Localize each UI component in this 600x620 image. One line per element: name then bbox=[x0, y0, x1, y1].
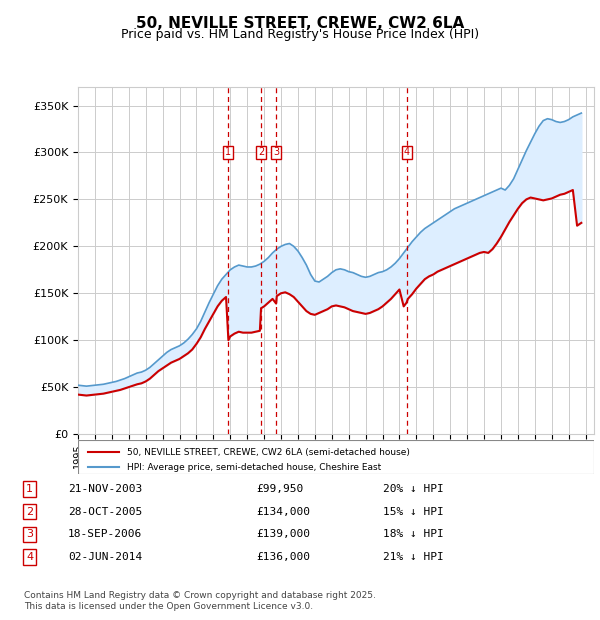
Text: 4: 4 bbox=[26, 552, 33, 562]
Text: 2: 2 bbox=[258, 148, 264, 157]
FancyBboxPatch shape bbox=[78, 440, 594, 474]
Text: HPI: Average price, semi-detached house, Cheshire East: HPI: Average price, semi-detached house,… bbox=[127, 463, 381, 472]
Text: 20% ↓ HPI: 20% ↓ HPI bbox=[383, 484, 443, 494]
Text: 1: 1 bbox=[26, 484, 33, 494]
Text: 21-NOV-2003: 21-NOV-2003 bbox=[68, 484, 142, 494]
Text: £136,000: £136,000 bbox=[256, 552, 310, 562]
Text: 4: 4 bbox=[403, 148, 410, 157]
Text: 21% ↓ HPI: 21% ↓ HPI bbox=[383, 552, 443, 562]
Text: 3: 3 bbox=[273, 148, 279, 157]
Text: 18% ↓ HPI: 18% ↓ HPI bbox=[383, 529, 443, 539]
Text: Contains HM Land Registry data © Crown copyright and database right 2025.
This d: Contains HM Land Registry data © Crown c… bbox=[24, 591, 376, 611]
Text: 50, NEVILLE STREET, CREWE, CW2 6LA (semi-detached house): 50, NEVILLE STREET, CREWE, CW2 6LA (semi… bbox=[127, 448, 410, 457]
Text: 1: 1 bbox=[226, 148, 232, 157]
Text: 28-OCT-2005: 28-OCT-2005 bbox=[68, 507, 142, 516]
Text: £139,000: £139,000 bbox=[256, 529, 310, 539]
Text: 18-SEP-2006: 18-SEP-2006 bbox=[68, 529, 142, 539]
Text: 3: 3 bbox=[26, 529, 33, 539]
Text: 2: 2 bbox=[26, 507, 33, 516]
Text: £99,950: £99,950 bbox=[256, 484, 303, 494]
Text: 15% ↓ HPI: 15% ↓ HPI bbox=[383, 507, 443, 516]
Text: Price paid vs. HM Land Registry's House Price Index (HPI): Price paid vs. HM Land Registry's House … bbox=[121, 28, 479, 41]
Text: 50, NEVILLE STREET, CREWE, CW2 6LA: 50, NEVILLE STREET, CREWE, CW2 6LA bbox=[136, 16, 464, 30]
Text: 02-JUN-2014: 02-JUN-2014 bbox=[68, 552, 142, 562]
Text: £134,000: £134,000 bbox=[256, 507, 310, 516]
